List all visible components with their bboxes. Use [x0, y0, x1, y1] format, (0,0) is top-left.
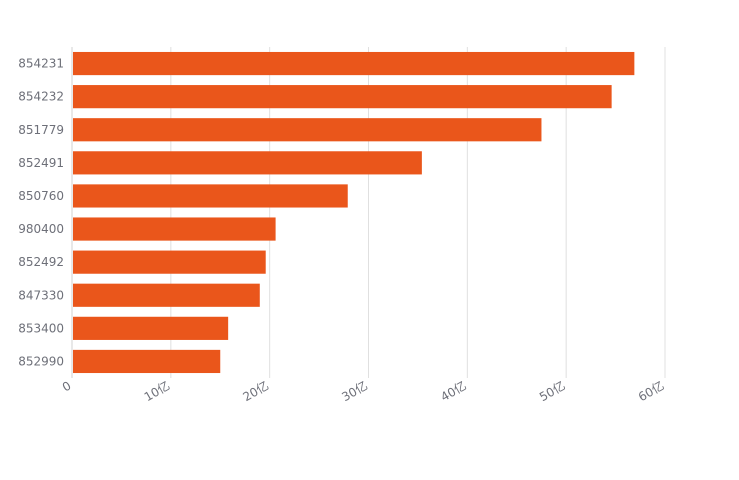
- bar-980400[interactable]: [73, 217, 276, 241]
- value-tick-label-2: 20亿: [240, 378, 271, 405]
- bar-850760[interactable]: [73, 184, 348, 208]
- bar-847330[interactable]: [73, 283, 260, 307]
- bar-854232[interactable]: [73, 85, 612, 109]
- bar-series: [73, 51, 635, 374]
- category-label-847330: 847330: [18, 288, 64, 302]
- category-label-852491: 852491: [18, 156, 64, 170]
- value-tick-label-6: 60亿: [635, 378, 666, 405]
- bar-852990[interactable]: [73, 349, 221, 374]
- category-label-854232: 854232: [18, 90, 64, 104]
- bar-851779[interactable]: [73, 118, 542, 142]
- category-label-851779: 851779: [18, 123, 64, 137]
- category-label-850760: 850760: [18, 189, 64, 203]
- category-label-852990: 852990: [18, 354, 64, 368]
- bar-852491[interactable]: [73, 151, 422, 175]
- value-tick-label-3: 30亿: [339, 378, 370, 405]
- bar-854231[interactable]: [73, 51, 635, 76]
- value-tick-label-1: 10亿: [141, 378, 172, 405]
- category-axis: 854231 854232 851779 852491 850760 980400 8524…: [18, 57, 64, 369]
- category-label-852492: 852492: [18, 255, 64, 269]
- category-label-980400: 980400: [18, 222, 64, 236]
- value-tick-label-5: 50亿: [537, 378, 568, 405]
- value-tick-label-0: 0: [60, 378, 74, 394]
- category-label-854231: 854231: [18, 57, 64, 71]
- bar-853400[interactable]: [73, 316, 229, 340]
- bar-852492[interactable]: [73, 250, 266, 274]
- value-axis: 0 10亿 20亿 30亿 40亿 50亿 60亿: [60, 378, 667, 405]
- category-label-853400: 853400: [18, 321, 64, 335]
- value-tick-label-4: 40亿: [438, 378, 469, 405]
